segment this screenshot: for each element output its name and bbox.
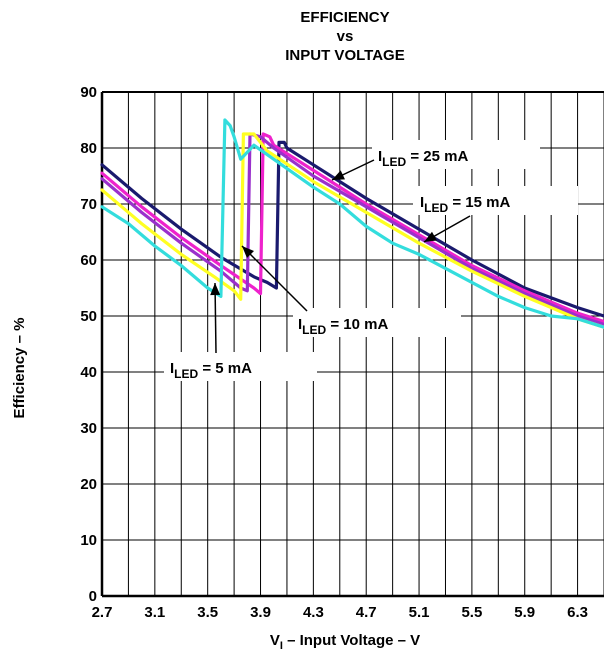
title-line-2: vs: [337, 28, 354, 45]
y-axis-label: Efficiency – %: [11, 318, 28, 419]
x-tick-label: 3.5: [197, 604, 218, 621]
annotation-label: ILED = 5 mA: [170, 360, 252, 381]
y-tick-label: 20: [80, 476, 97, 493]
x-tick-label: 6.3: [567, 604, 588, 621]
series-line: [100, 140, 604, 318]
annotation-label: ILED = 15 mA: [420, 194, 510, 215]
annotation-arrowhead: [424, 231, 437, 242]
y-tick-label: 30: [80, 420, 97, 437]
x-axis-label: VI – Input Voltage – V: [270, 632, 420, 652]
y-tick-label: 60: [80, 252, 97, 269]
title-line-1: EFFICIENCY: [300, 9, 389, 26]
annotation-arrowhead: [332, 170, 345, 180]
x-tick-label: 5.9: [514, 604, 535, 621]
annotation-arrowhead: [210, 283, 221, 296]
tick-labels: 0 10 20 30 40 50 60 70 80 90 2.7 3.1 3.5 3.9 4.3 4.7 5.1…: [80, 84, 588, 621]
annotation-leader: [241, 245, 308, 312]
annotation-box: [293, 308, 461, 337]
y-tick-label: 90: [80, 84, 97, 101]
annotation-label: ILED = 10 mA: [298, 316, 388, 337]
y-tick-label: 50: [80, 308, 97, 325]
annotation-label: ILED = 25 mA: [378, 148, 468, 169]
y-tick-label: 10: [80, 532, 97, 549]
y-tick-label: 40: [80, 364, 97, 381]
series-line: [100, 118, 604, 329]
grid: [100, 91, 604, 598]
title-line-3: INPUT VOLTAGE: [285, 47, 404, 64]
series-line: [100, 132, 604, 324]
x-tick-label: 4.7: [356, 604, 377, 621]
x-tick-label: 4.3: [303, 604, 324, 621]
annotations: ILED = 25 mA ILED = 15 mA ILED = 10 mA ILED…: [164, 140, 578, 381]
series-line: [100, 132, 604, 326]
annotation-box: [413, 186, 578, 215]
x-tick-label: 3.1: [144, 604, 165, 621]
y-tick-label: 0: [89, 588, 97, 605]
series-line: [100, 132, 604, 329]
x-tick-label: 5.1: [409, 604, 430, 621]
plot-area: [102, 92, 604, 596]
annotation-box: [164, 352, 317, 381]
chart-title: EFFICIENCY vs INPUT VOLTAGE: [285, 9, 404, 64]
data-series: [100, 118, 604, 329]
x-tick-label: 2.7: [92, 604, 113, 621]
annotation-box: [372, 140, 540, 169]
x-tick-label: 5.5: [461, 604, 482, 621]
x-tick-label: 3.9: [250, 604, 271, 621]
y-tick-label: 80: [80, 140, 97, 157]
y-tick-label: 70: [80, 196, 97, 213]
annotation-arrowhead: [242, 246, 255, 259]
